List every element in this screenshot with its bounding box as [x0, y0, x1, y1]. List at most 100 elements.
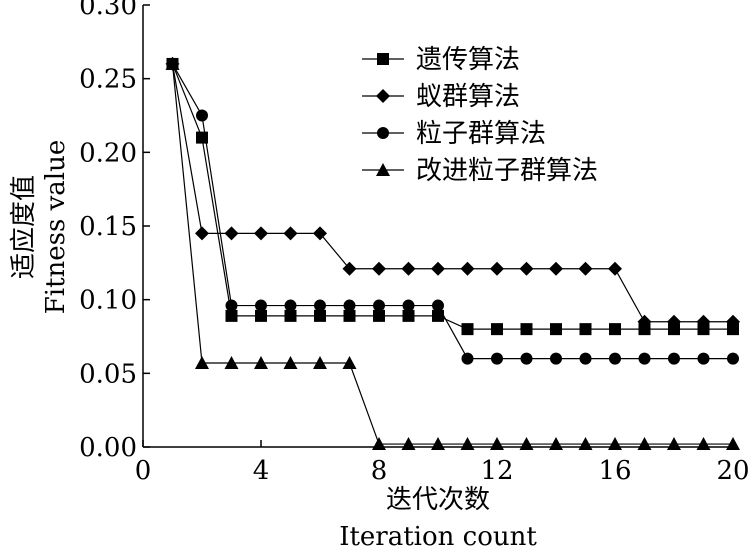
data-point-triangle	[165, 56, 180, 70]
x-tick-label: 8	[371, 456, 388, 486]
data-point-triangle	[254, 356, 268, 370]
legend-marker-circle	[377, 127, 389, 139]
data-point-square	[402, 309, 415, 322]
data-point-triangle	[224, 356, 239, 370]
data-point-diamond	[283, 226, 298, 241]
data-point-diamond	[667, 314, 681, 329]
data-point-square	[255, 309, 267, 322]
data-point-triangle	[342, 356, 357, 370]
data-point-circle	[609, 352, 621, 365]
data-point-triangle	[313, 356, 327, 370]
data-point-circle	[255, 299, 267, 312]
y-tick-label: 0.10	[79, 286, 137, 316]
legend-marker-triangle	[376, 163, 390, 176]
data-point-circle	[225, 299, 238, 312]
data-point-triangle	[578, 437, 593, 451]
legend-label: 蚁群算法	[416, 82, 520, 112]
data-point-circle	[402, 299, 415, 312]
data-point-square	[373, 309, 385, 322]
data-point-circle	[373, 299, 385, 312]
data-point-diamond	[726, 314, 740, 329]
data-point-diamond	[224, 226, 239, 241]
data-point-triangle	[637, 437, 652, 451]
data-point-triangle	[401, 437, 416, 451]
data-point-triangle	[283, 356, 298, 370]
legend-marker-square	[377, 53, 389, 65]
y-tick-label: 0.20	[79, 138, 137, 168]
data-point-circle	[668, 352, 680, 365]
data-point-square	[432, 309, 444, 322]
data-point-triangle	[519, 437, 534, 451]
y-tick-label: 0.00	[79, 433, 137, 463]
data-point-square	[579, 323, 592, 336]
data-point-triangle	[608, 437, 622, 451]
data-point-circle	[491, 352, 503, 365]
data-point-diamond	[342, 261, 357, 276]
data-point-circle	[697, 352, 710, 365]
data-point-square	[638, 323, 651, 336]
data-point-triangle	[372, 437, 386, 451]
data-point-triangle	[726, 437, 740, 451]
x-tick-label: 0	[135, 456, 152, 486]
data-point-square	[550, 323, 562, 336]
data-point-diamond	[460, 261, 475, 276]
x-tick-label: 16	[598, 456, 631, 486]
data-point-triangle	[431, 437, 445, 451]
data-point-square	[491, 323, 503, 336]
data-point-diamond	[608, 261, 622, 276]
x-tick-label: 12	[480, 456, 513, 486]
data-point-diamond	[490, 261, 504, 276]
data-point-diamond	[431, 261, 445, 276]
data-point-square	[668, 323, 680, 336]
data-point-circle	[432, 299, 444, 312]
data-point-diamond	[578, 261, 593, 276]
data-point-circle	[638, 352, 651, 365]
data-point-square	[727, 323, 739, 336]
data-point-circle	[284, 299, 297, 312]
data-point-circle	[727, 352, 739, 365]
legend-marker-diamond	[376, 89, 390, 103]
data-point-square	[461, 323, 474, 336]
data-point-square	[196, 131, 208, 144]
data-point-square	[520, 323, 533, 336]
series-line-triangle	[171, 63, 733, 445]
data-point-square	[697, 323, 710, 336]
legend-label: 改进粒子群算法	[416, 156, 598, 186]
data-point-circle	[550, 352, 562, 365]
x-axis-title-en: Iteration count	[339, 522, 537, 550]
data-point-circle	[520, 352, 533, 365]
data-point-triangle	[696, 437, 711, 451]
data-point-circle	[343, 299, 356, 312]
data-point-circle	[196, 109, 208, 122]
y-tick-label: 0.30	[79, 0, 137, 21]
legend-label: 粒子群算法	[416, 119, 546, 149]
x-axis-title: 迭代次数	[386, 485, 490, 515]
data-point-square	[314, 309, 326, 322]
data-point-circle	[461, 352, 474, 365]
data-point-diamond	[401, 261, 416, 276]
y-tick-label: 0.05	[79, 359, 137, 389]
data-point-square	[609, 323, 621, 336]
data-point-diamond	[549, 261, 563, 276]
data-point-diamond	[696, 314, 711, 329]
data-point-circle	[314, 299, 326, 312]
data-point-triangle	[460, 437, 475, 451]
x-tick-label: 4	[253, 456, 270, 486]
series-markers	[165, 56, 740, 451]
y-tick-label: 0.25	[79, 65, 137, 95]
data-point-square	[225, 309, 238, 322]
data-point-diamond	[372, 261, 386, 276]
data-point-circle	[579, 352, 592, 365]
data-point-triangle	[667, 437, 681, 451]
data-point-diamond	[254, 226, 268, 241]
y-axis-title-en: Fitness value	[41, 140, 71, 315]
axes: 0 4 8 12 16 20 0.00 0.05 0.10 0.15 0.20 0.25 0.30	[79, 0, 749, 486]
data-point-square	[284, 309, 297, 322]
data-point-square	[343, 309, 356, 322]
data-point-triangle	[490, 437, 504, 451]
data-point-diamond	[313, 226, 327, 241]
data-point-triangle	[549, 437, 563, 451]
data-point-triangle	[195, 356, 209, 370]
